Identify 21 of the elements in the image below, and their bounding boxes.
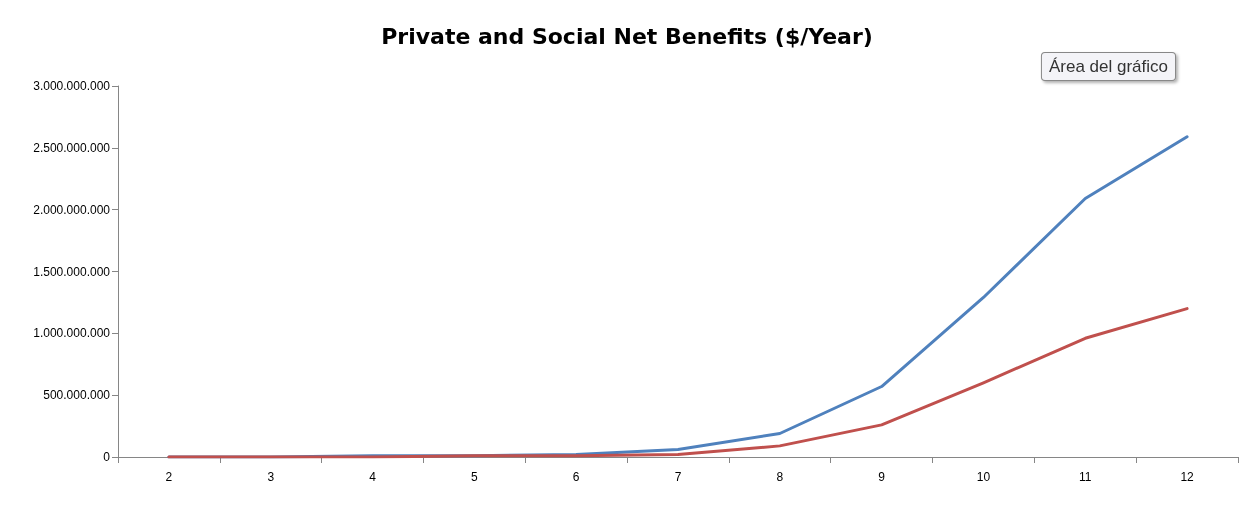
y-tick-label: 500.000.000 (43, 388, 111, 403)
x-tick-label: 6 (572, 470, 580, 484)
x-tick-label: 11 (1079, 470, 1092, 484)
x-tick-label: 12 (1180, 470, 1195, 484)
x-tick-label: 4 (369, 470, 377, 484)
x-tick-label: 2 (165, 470, 173, 484)
x-tick-label: 8 (776, 470, 784, 484)
x-tick-label: 9 (878, 470, 886, 484)
x-tick-label: 7 (674, 470, 682, 484)
text: Área del gráfico (1048, 57, 1169, 76)
y-tick-label: 0 (103, 450, 111, 464)
x-tick-label: 3 (267, 470, 275, 484)
y-tick-label: 1.000.000.000 (33, 326, 111, 341)
x-tick-label: 10 (976, 470, 991, 484)
line-series (167, 307, 1189, 459)
x-tick-label: 5 (471, 470, 479, 484)
y-tick-label: 3.000.000.000 (33, 79, 111, 93)
y-tick-label: 2.000.000.000 (33, 202, 111, 217)
y-tick-label: 2.500.000.000 (33, 140, 111, 155)
y-tick-label: 1.500.000.000 (33, 264, 111, 279)
chart-title: Private and Social Net Benefits ($/Year) (381, 23, 873, 49)
